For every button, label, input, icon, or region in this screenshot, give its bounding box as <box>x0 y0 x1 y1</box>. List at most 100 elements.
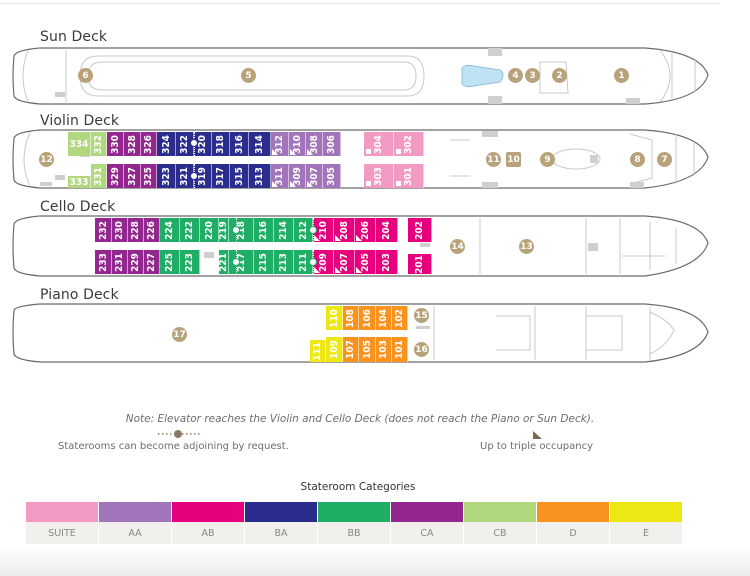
stateroom-330[interactable]: 330 <box>107 132 124 156</box>
stateroom-326[interactable]: 326 <box>141 132 157 156</box>
stateroom-223[interactable]: 223 <box>180 250 200 274</box>
stateroom-332[interactable]: 332 <box>91 132 107 156</box>
stateroom-323[interactable]: 323 <box>157 164 176 188</box>
stateroom-number: 315 <box>233 166 245 186</box>
stateroom-229[interactable]: 229 <box>128 250 144 274</box>
stateroom-221[interactable]: 221 <box>218 250 229 274</box>
stateroom-222[interactable]: 222 <box>180 218 200 242</box>
stateroom-329[interactable]: 329 <box>107 164 124 188</box>
stateroom-328[interactable]: 328 <box>124 132 141 156</box>
stateroom-307[interactable]: 307 <box>306 164 323 188</box>
stateroom-313[interactable]: 313 <box>249 164 271 188</box>
stateroom-304[interactable]: 304 <box>364 132 394 156</box>
stateroom-305[interactable]: 305 <box>323 164 341 188</box>
stateroom-327[interactable]: 327 <box>124 164 141 188</box>
stateroom-233[interactable]: 233 <box>95 250 112 274</box>
location-marker-11[interactable]: 11 <box>486 152 501 167</box>
stateroom-232[interactable]: 232 <box>95 218 112 242</box>
stateroom-102[interactable]: 102 <box>392 306 408 330</box>
stateroom-306[interactable]: 306 <box>323 132 341 156</box>
stateroom-325[interactable]: 325 <box>141 164 157 188</box>
stateroom-333[interactable]: 333 <box>68 176 91 188</box>
stateroom-205[interactable]: 205 <box>355 250 376 274</box>
stateroom-202[interactable]: 202 <box>408 218 432 242</box>
stateroom-303[interactable]: 303 <box>364 164 394 188</box>
adjoining-symbol-icon <box>158 430 202 438</box>
stateroom-314[interactable]: 314 <box>249 132 271 156</box>
stateroom-215[interactable]: 215 <box>254 250 274 274</box>
stateroom-301[interactable]: 301 <box>394 164 424 188</box>
stateroom-number: 230 <box>114 220 125 240</box>
location-marker-6[interactable]: 6 <box>78 68 93 83</box>
stateroom-110[interactable]: 110 <box>326 306 343 330</box>
stateroom-number: 203 <box>381 252 392 272</box>
stateroom-315[interactable]: 315 <box>230 164 249 188</box>
stateroom-224[interactable]: 224 <box>160 218 180 242</box>
stateroom-number: 222 <box>184 220 195 240</box>
stateroom-106[interactable]: 106 <box>359 306 376 330</box>
stateroom-320[interactable]: 320 <box>194 132 212 156</box>
stateroom-302[interactable]: 302 <box>394 132 424 156</box>
stateroom-214[interactable]: 214 <box>274 218 294 242</box>
stateroom-208[interactable]: 208 <box>334 218 355 242</box>
location-marker-1[interactable]: 1 <box>614 68 629 83</box>
stateroom-227[interactable]: 227 <box>144 250 160 274</box>
stateroom-225[interactable]: 225 <box>160 250 180 274</box>
stateroom-231[interactable]: 231 <box>112 250 128 274</box>
stateroom-334[interactable]: 334 <box>68 132 91 156</box>
bottom-fade <box>0 545 750 576</box>
location-marker-12[interactable]: 12 <box>39 152 54 167</box>
stateroom-209[interactable]: 209 <box>313 250 334 274</box>
stateroom-204[interactable]: 204 <box>376 218 398 242</box>
stateroom-319[interactable]: 319 <box>194 164 212 188</box>
stateroom-111[interactable]: 111 <box>310 340 326 362</box>
location-marker-15[interactable]: 15 <box>414 308 429 323</box>
location-marker-7[interactable]: 7 <box>657 152 672 167</box>
location-marker-13[interactable]: 13 <box>519 239 534 254</box>
stateroom-308[interactable]: 308 <box>306 132 323 156</box>
location-marker-2[interactable]: 2 <box>552 68 567 83</box>
stateroom-309[interactable]: 309 <box>289 164 306 188</box>
stateroom-207[interactable]: 207 <box>334 250 355 274</box>
location-marker-16[interactable]: 16 <box>414 342 429 357</box>
stateroom-228[interactable]: 228 <box>128 218 144 242</box>
stateroom-216[interactable]: 216 <box>254 218 274 242</box>
stateroom-311[interactable]: 311 <box>271 164 289 188</box>
stateroom-101[interactable]: 101 <box>392 337 408 362</box>
location-marker-14[interactable]: 14 <box>450 239 465 254</box>
stateroom-317[interactable]: 317 <box>212 164 230 188</box>
stateroom-324[interactable]: 324 <box>157 132 176 156</box>
stateroom-318[interactable]: 318 <box>212 132 230 156</box>
stateroom-219[interactable]: 219 <box>218 218 229 242</box>
stateroom-310[interactable]: 310 <box>289 132 306 156</box>
stateroom-number: 212 <box>297 220 309 240</box>
stateroom-201[interactable]: 201 <box>408 254 432 274</box>
stateroom-226[interactable]: 226 <box>144 218 160 242</box>
stateroom-210[interactable]: 210 <box>313 218 334 242</box>
location-marker-4[interactable]: 4 <box>508 68 523 83</box>
stateroom-331[interactable]: 331 <box>91 164 107 188</box>
stateroom-108[interactable]: 108 <box>343 306 359 330</box>
stateroom-203[interactable]: 203 <box>376 250 398 274</box>
stateroom-220[interactable]: 220 <box>200 218 219 242</box>
stateroom-109[interactable]: 109 <box>326 337 343 362</box>
triple-occupancy-icon <box>356 235 362 241</box>
location-marker-17[interactable]: 17 <box>172 327 187 342</box>
stateroom-104[interactable]: 104 <box>376 306 392 330</box>
stateroom-213[interactable]: 213 <box>274 250 294 274</box>
stateroom-105[interactable]: 105 <box>359 337 376 362</box>
stateroom-312[interactable]: 312 <box>271 132 289 156</box>
location-marker-10[interactable]: 10 <box>506 152 521 167</box>
stateroom-316[interactable]: 316 <box>230 132 249 156</box>
triple-occupancy-icon <box>290 181 296 187</box>
location-marker-9[interactable]: 9 <box>540 152 555 167</box>
stateroom-230[interactable]: 230 <box>112 218 128 242</box>
stateroom-103[interactable]: 103 <box>376 337 392 362</box>
stateroom-107[interactable]: 107 <box>343 337 359 362</box>
location-marker-5[interactable]: 5 <box>241 68 256 83</box>
location-marker-8[interactable]: 8 <box>630 152 645 167</box>
location-marker-3[interactable]: 3 <box>525 68 540 83</box>
stateroom-number: 215 <box>258 252 269 272</box>
triple-occupancy-icon <box>533 431 542 439</box>
stateroom-206[interactable]: 206 <box>355 218 376 242</box>
